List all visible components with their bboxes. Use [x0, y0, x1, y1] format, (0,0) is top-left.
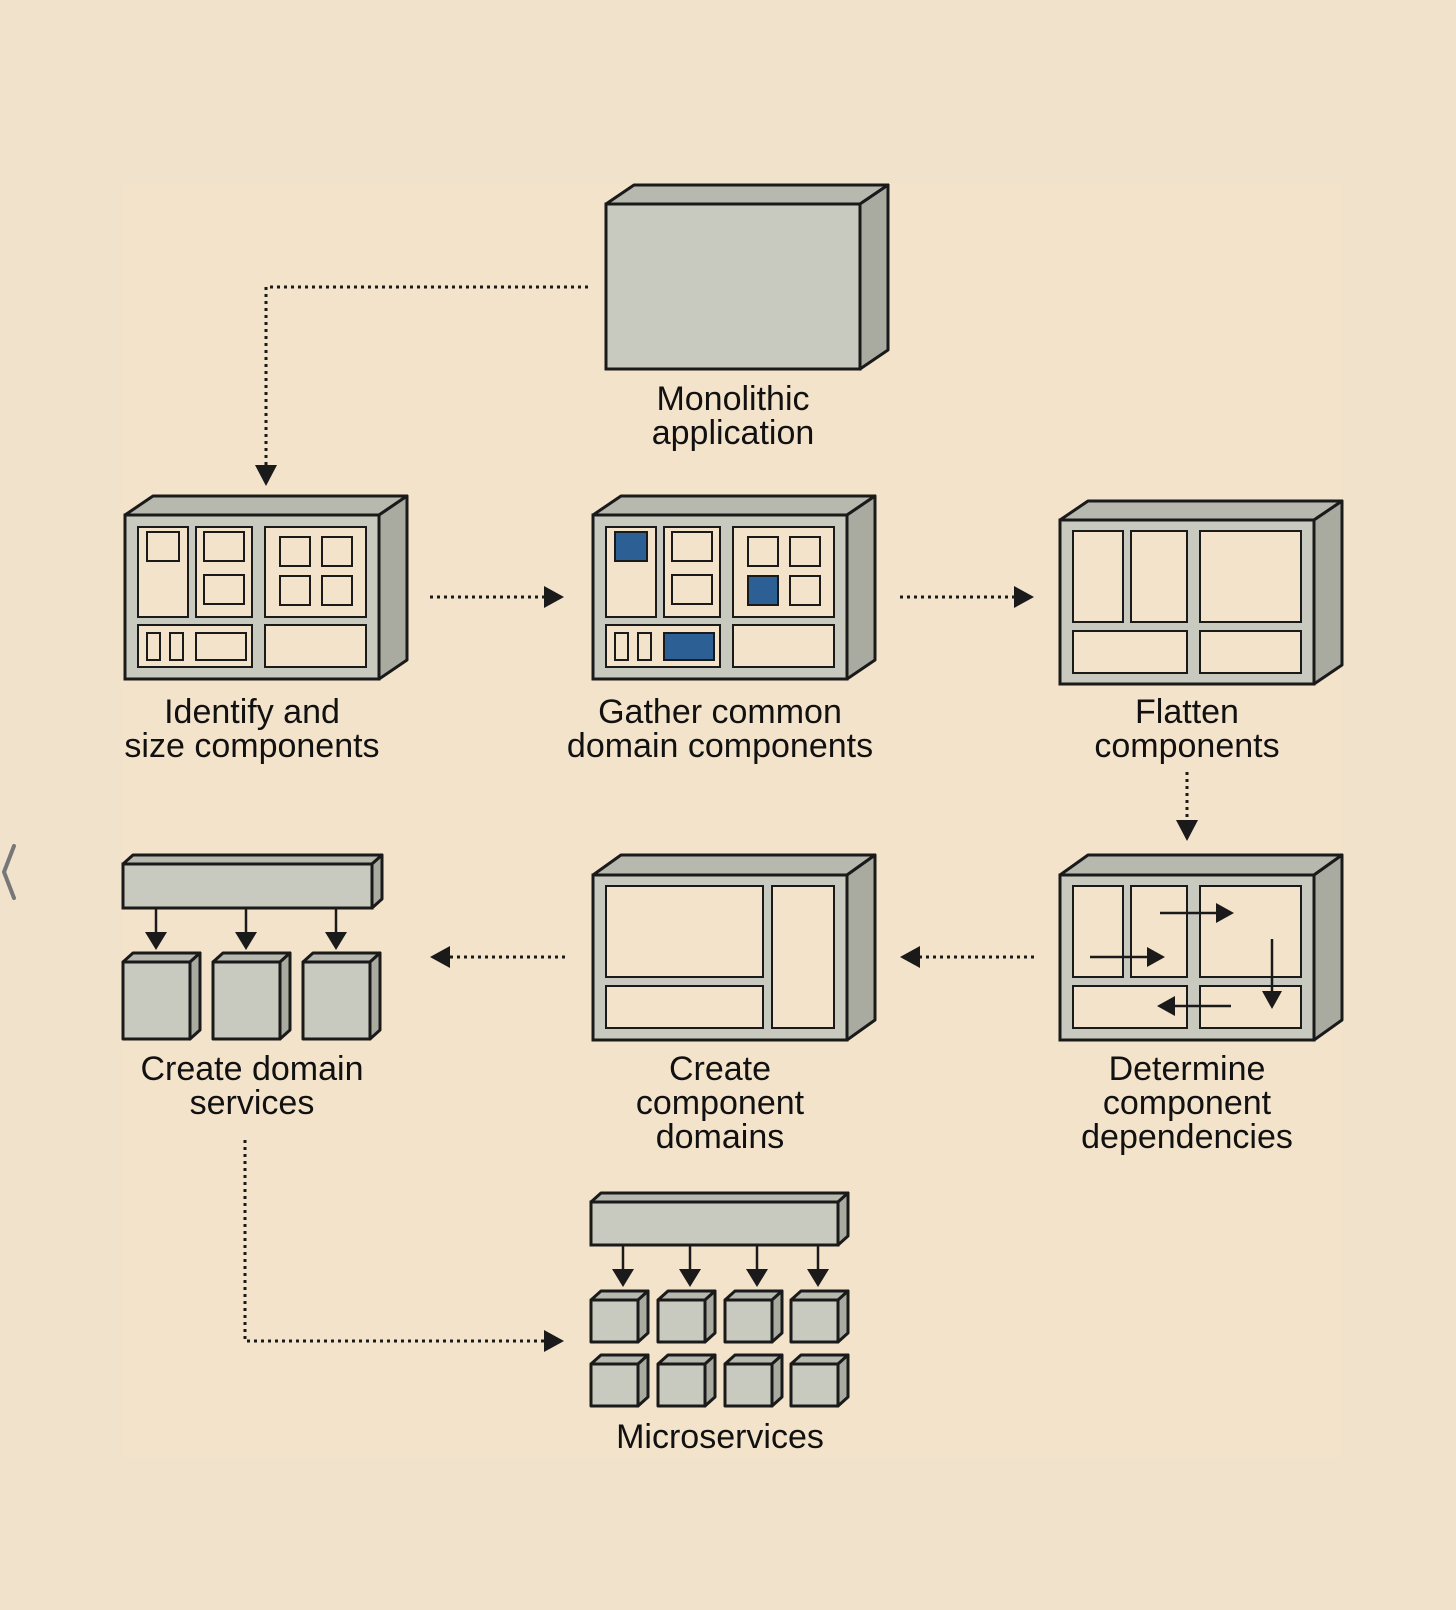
chevron-left-icon	[2, 844, 16, 900]
domains-label-line2: component	[636, 1084, 805, 1122]
identify-components-block	[123, 494, 409, 681]
highlighted-components	[614, 531, 779, 661]
dependencies-label-line2: component	[1103, 1084, 1272, 1122]
prev-nav-button[interactable]	[0, 832, 26, 912]
arrowhead-left	[430, 946, 450, 968]
gather-label-line1: Gather common	[598, 693, 842, 731]
domains-label-line3: domains	[656, 1118, 785, 1156]
services-label-line2: services	[190, 1084, 315, 1122]
flow-connectors	[243, 285, 1189, 1343]
gather-components-block	[591, 494, 877, 681]
connector-monolith-to-identify	[264, 285, 588, 470]
flatten-label-line1: Flatten	[1135, 693, 1239, 731]
services-label-line1: Create domain	[140, 1050, 363, 1088]
monolith-block	[604, 183, 890, 371]
gather-label-line2: domain components	[567, 727, 873, 765]
flatten-label-line2: components	[1094, 727, 1279, 765]
diagram-panel	[122, 183, 1342, 1458]
dependencies-label-line1: Determine	[1109, 1050, 1266, 1088]
flatten-components-block	[1058, 499, 1344, 686]
arrowhead-down	[1176, 820, 1198, 841]
monolith-label-line1: Monolithic	[656, 380, 809, 418]
identify-label-line2: size components	[124, 727, 379, 765]
dependencies-block	[1058, 853, 1344, 1042]
identify-label-line1: Identify and	[164, 693, 340, 731]
arrowhead-down	[255, 465, 277, 486]
arrowhead-right	[544, 586, 564, 608]
monolith-label-line2: application	[652, 414, 815, 452]
dependency-arrows	[1090, 903, 1282, 1016]
flow-arrowheads	[255, 465, 1198, 1352]
arrowhead-left	[900, 946, 920, 968]
domain-services-block	[121, 853, 384, 1041]
microservices-block	[589, 1191, 850, 1408]
microservices-label: Microservices	[616, 1418, 824, 1456]
arrowhead-right	[544, 1330, 564, 1352]
dependencies-label-line3: dependencies	[1081, 1118, 1293, 1156]
arrowhead-right	[1014, 586, 1034, 608]
domains-label-line1: Create	[669, 1050, 771, 1088]
component-domains-block	[591, 853, 877, 1042]
